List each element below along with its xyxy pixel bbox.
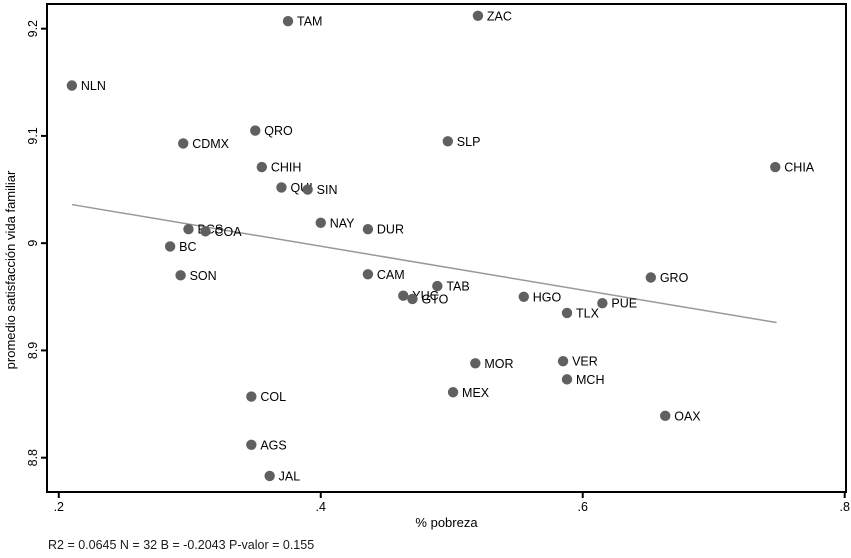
stats-caption: R2 = 0.0645 N = 32 B = -0.2043 P-valor =… bbox=[48, 538, 315, 552]
data-point-label-gro: GRO bbox=[660, 271, 689, 285]
data-point-label-slp: SLP bbox=[457, 135, 481, 149]
data-point-ver[interactable] bbox=[557, 355, 569, 367]
y-axis-tick-label: 9.1 bbox=[26, 127, 40, 144]
data-point-yuc[interactable] bbox=[398, 290, 409, 301]
data-point-coa[interactable] bbox=[200, 226, 211, 237]
data-point-slp[interactable] bbox=[442, 136, 454, 147]
data-point-gto[interactable] bbox=[407, 293, 418, 305]
data-point-pue[interactable] bbox=[597, 298, 608, 309]
data-point-chia[interactable] bbox=[770, 161, 781, 173]
x-axis-tick-label: .6 bbox=[578, 500, 588, 514]
data-point-qui[interactable] bbox=[276, 182, 287, 193]
x-axis-tick-label: .2 bbox=[54, 500, 64, 514]
data-point-sin[interactable] bbox=[302, 184, 313, 195]
x-axis-title: % pobreza bbox=[415, 515, 478, 530]
data-point-gro[interactable] bbox=[645, 272, 657, 283]
data-point-label-col: COL bbox=[260, 390, 286, 404]
data-point-label-hgo: HGO bbox=[533, 290, 562, 304]
data-point-mor[interactable] bbox=[470, 358, 481, 369]
y-axis-title: promedio satisfacción vida familiar bbox=[3, 170, 18, 369]
data-point-tam[interactable] bbox=[282, 15, 294, 27]
data-point-tlx[interactable] bbox=[561, 307, 573, 319]
x-axis-tick-label: .4 bbox=[316, 500, 326, 514]
data-point-label-tlx: TLX bbox=[576, 306, 600, 320]
data-point-dur[interactable] bbox=[362, 224, 374, 235]
data-point-label-yuc: YUC bbox=[412, 289, 438, 303]
data-point-nln[interactable] bbox=[66, 80, 78, 91]
data-point-label-zac: ZAC bbox=[487, 9, 512, 23]
data-point-label-nay: NAY bbox=[330, 216, 355, 230]
data-point-hgo[interactable] bbox=[518, 291, 529, 302]
plot-frame bbox=[46, 3, 847, 493]
data-point-jal[interactable] bbox=[264, 470, 275, 482]
data-point-cam[interactable] bbox=[362, 269, 374, 280]
data-point-label-bc: BC bbox=[179, 240, 196, 254]
data-point-label-ver: VER bbox=[572, 355, 598, 369]
data-point-label-coa: COA bbox=[214, 225, 242, 239]
data-point-label-oax: OAX bbox=[674, 409, 701, 423]
data-point-label-chia: CHIA bbox=[784, 161, 815, 175]
data-point-label-mex: MEX bbox=[462, 386, 490, 400]
data-point-cdmx[interactable] bbox=[178, 138, 189, 149]
y-axis-tick-label: 8.8 bbox=[26, 449, 40, 466]
data-point-label-nln: NLN bbox=[81, 79, 106, 93]
data-point-label-qro: QRO bbox=[264, 124, 293, 138]
data-point-label-son: SON bbox=[190, 269, 217, 283]
data-point-label-tab: TAB bbox=[446, 280, 469, 294]
data-point-label-pue: PUE bbox=[611, 297, 637, 311]
data-point-label-ags: AGS bbox=[260, 438, 286, 452]
data-point-mex[interactable] bbox=[447, 387, 459, 398]
data-point-label-cdmx: CDMX bbox=[192, 137, 229, 151]
data-point-bcs[interactable] bbox=[183, 224, 194, 235]
data-point-tab[interactable] bbox=[432, 280, 443, 292]
y-axis-tick-label: 9 bbox=[26, 240, 40, 247]
data-point-son[interactable] bbox=[175, 270, 186, 281]
data-point-chih[interactable] bbox=[256, 161, 268, 173]
y-axis-tick-label: 9.2 bbox=[26, 20, 40, 37]
data-point-label-jal: JAL bbox=[279, 469, 301, 483]
data-point-label-cam: CAM bbox=[377, 268, 405, 282]
data-point-label-mch: MCH bbox=[576, 373, 604, 387]
data-point-mch[interactable] bbox=[561, 374, 573, 385]
data-point-qro[interactable] bbox=[250, 125, 261, 136]
data-point-bc[interactable] bbox=[164, 241, 176, 252]
data-point-zac[interactable] bbox=[472, 10, 484, 21]
y-axis-tick-label: 8.9 bbox=[26, 342, 40, 359]
data-point-label-sin: SIN bbox=[317, 183, 338, 197]
data-point-label-gto: GTO bbox=[421, 292, 448, 306]
data-point-label-chih: CHIH bbox=[271, 161, 302, 175]
data-point-nay[interactable] bbox=[315, 217, 326, 228]
data-point-label-tam: TAM bbox=[297, 15, 322, 29]
x-axis-tick-label: .8 bbox=[839, 500, 849, 514]
data-point-ags[interactable] bbox=[246, 439, 257, 451]
data-point-oax[interactable] bbox=[660, 410, 671, 422]
data-point-label-dur: DUR bbox=[377, 223, 404, 237]
data-point-col[interactable] bbox=[246, 391, 257, 402]
data-point-label-mor: MOR bbox=[484, 357, 513, 371]
